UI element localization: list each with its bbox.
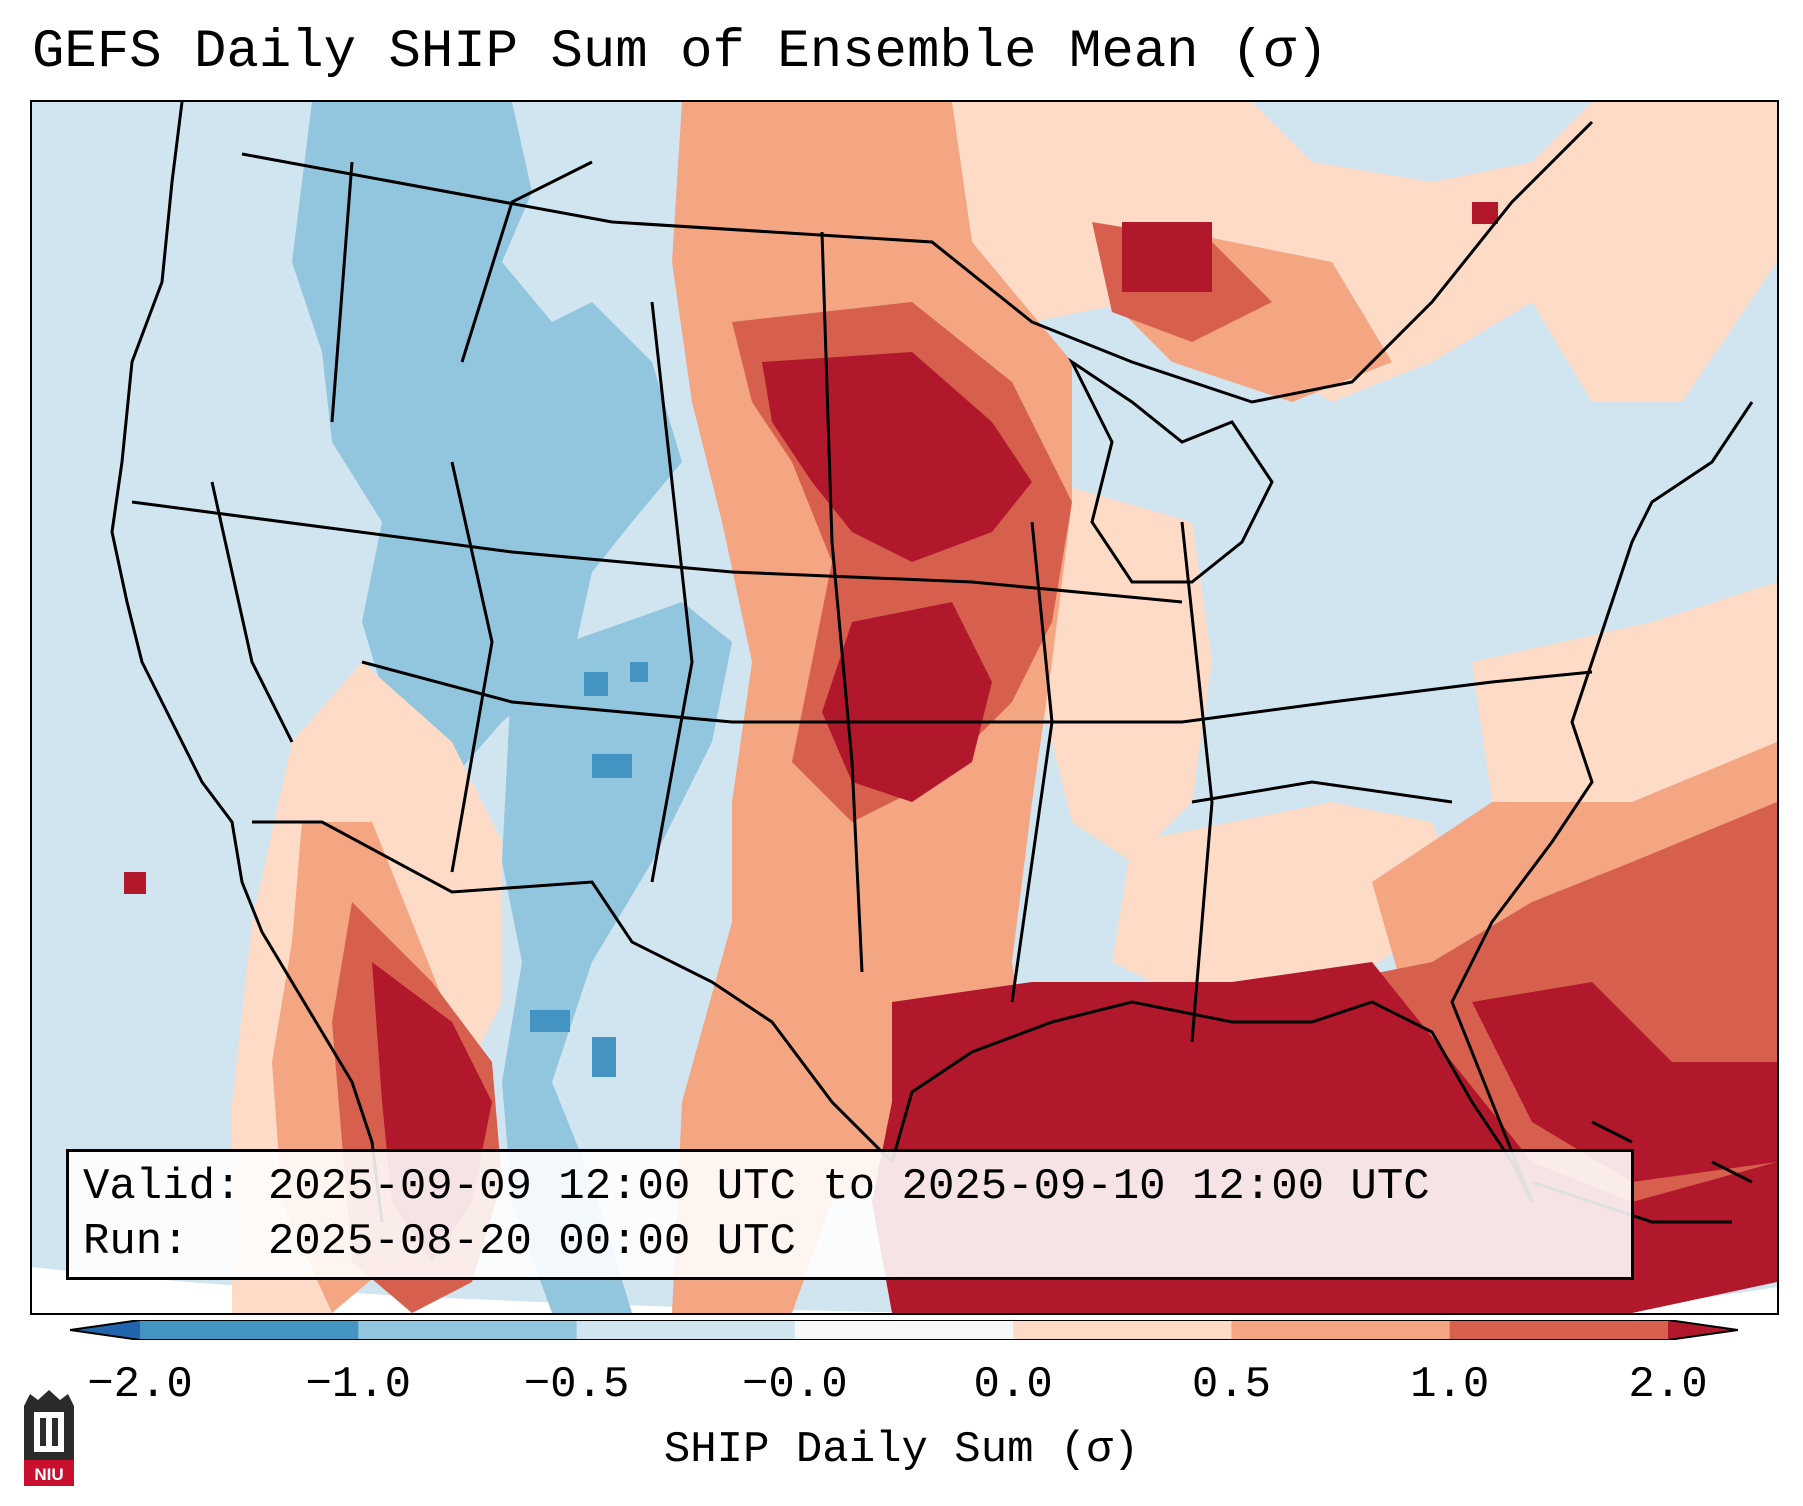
- state-line-7: [1010, 521, 1054, 1003]
- ship-field-map: [32, 102, 1777, 1313]
- colorbar-bin: [358, 1320, 578, 1340]
- map-panel: [30, 100, 1779, 1315]
- light-red-midwest: [1032, 482, 1212, 862]
- logo-text: NIU: [34, 1465, 63, 1484]
- darkest-red-atlantic-south: [1472, 982, 1777, 1182]
- colorbar-bin: [794, 1320, 1014, 1340]
- blue-cell-3: [592, 754, 632, 778]
- blue-cell-2: [630, 662, 648, 682]
- colorbar-tick-label: −0.0: [742, 1360, 848, 1410]
- colorbar-extend-low: [70, 1320, 140, 1340]
- state-line-4: [450, 461, 494, 873]
- valid-value: 2025-09-09 12:00 UTC to 2025-09-10 12:00…: [267, 1162, 1430, 1212]
- projection-edge-right: [1592, 1287, 1777, 1313]
- colorbar-bin: [140, 1320, 359, 1340]
- colorbar-tick-label: 0.5: [1191, 1360, 1272, 1410]
- colorbar: [70, 1320, 1738, 1340]
- colorbar-tick-label: −0.5: [523, 1360, 630, 1410]
- state-line-3: [460, 160, 593, 363]
- run-label: Run:: [83, 1217, 189, 1267]
- colorbar-tick-label: 2.0: [1628, 1360, 1708, 1410]
- valid-line: Valid: 2025-09-09 12:00 UTC to 2025-09-1…: [83, 1160, 1617, 1215]
- colorbar-bin: [1231, 1320, 1451, 1340]
- colorbar-bin: [1449, 1320, 1669, 1340]
- valid-label: Valid:: [83, 1162, 242, 1212]
- west-coast: [110, 102, 384, 1223]
- colorbar-tick-label: −2.0: [87, 1360, 193, 1410]
- colorbar-bin: [1013, 1320, 1232, 1340]
- state-line-5: [650, 301, 694, 883]
- colorbar-bin: [576, 1320, 796, 1340]
- map-title: GEFS Daily SHIP Sum of Ensemble Mean (σ): [32, 22, 1329, 83]
- run-value: 2025-08-20 00:00 UTC: [267, 1217, 796, 1267]
- colorbar-label: SHIP Daily Sum (σ): [663, 1425, 1140, 1475]
- mexico-border: [252, 820, 894, 1164]
- darkest-red-cell-canada: [1472, 202, 1498, 224]
- state-line-11: [210, 481, 294, 743]
- valid-run-info-box: Valid: 2025-09-09 12:00 UTC to 2025-09-1…: [66, 1149, 1634, 1280]
- state-line-1: [131, 500, 1183, 604]
- blue-cell-4: [530, 1010, 570, 1032]
- state-line-12: [330, 161, 354, 423]
- run-line: Run: 2025-08-20 00:00 UTC: [83, 1215, 1617, 1270]
- canada-border: [241, 120, 1594, 404]
- darkest-red-kansas: [822, 602, 992, 802]
- state-line-6: [820, 231, 864, 973]
- niu-logo-icon: NIU: [24, 1390, 74, 1486]
- colorbar-tick-label: −1.0: [305, 1360, 412, 1410]
- blue-cell-5: [592, 1037, 616, 1077]
- coastlines-and-borders: [110, 102, 1754, 1224]
- darkest-red-cell-pacific: [124, 872, 146, 894]
- colorbar-extend-high: [1668, 1320, 1738, 1340]
- state-line-10: [1191, 780, 1453, 804]
- state-line-9: [1181, 670, 1593, 724]
- blue-cell-1: [584, 672, 608, 696]
- blue-anomaly-southwest: [502, 602, 732, 1313]
- colorbar-tick-label: 0.0: [973, 1360, 1053, 1410]
- state-line-8: [1180, 521, 1214, 1043]
- great-lakes: [1068, 357, 1274, 584]
- state-line-2: [361, 660, 1182, 724]
- darkest-red-lake-superior: [1122, 222, 1212, 292]
- darkest-red-dakotas: [762, 352, 1032, 562]
- east-coast: [1450, 401, 1754, 1203]
- gulf-coast: [890, 1000, 1534, 1203]
- light-red-east-canada: [952, 102, 1777, 402]
- blue-anomaly-northwest: [292, 102, 682, 802]
- colorbar-tick-label: 1.0: [1410, 1360, 1490, 1410]
